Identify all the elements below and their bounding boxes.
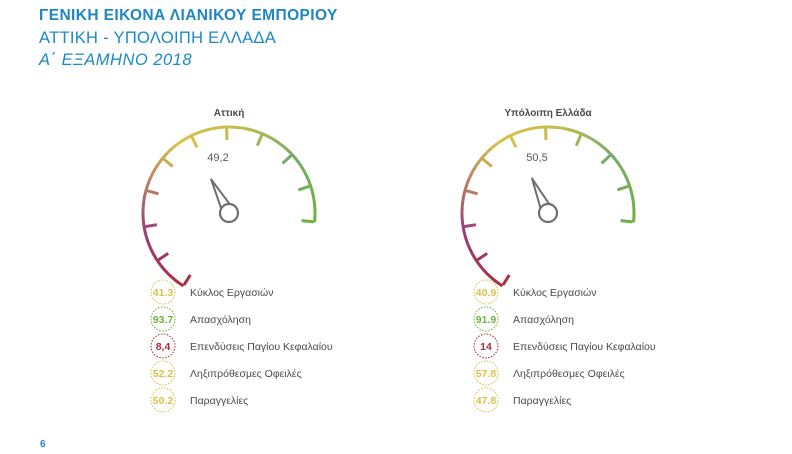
gauge-tick (600, 154, 612, 165)
indicator-value: 91.9 (476, 314, 497, 326)
gauge-tick (146, 189, 159, 196)
indicator-row: 14 Επενδύσεις Παγίου Κεφαλαίου (473, 333, 656, 359)
indicator-badge (473, 387, 499, 413)
indicator-badge (150, 360, 176, 386)
page-title: ΓΕΝΙΚΗ ΕΙΚΟΝΑ ΛΙΑΝΙΚΟΥ ΕΜΠΟΡΙΟΥ (39, 7, 338, 24)
indicator-badge (473, 360, 499, 386)
indicator-value: 52.2 (153, 368, 174, 380)
gauge-title: Υπόλοιπη Ελλάδα (504, 108, 592, 119)
gauge-hub (218, 202, 240, 224)
indicator-value: 40.9 (476, 287, 497, 299)
indicator-row: 8,4 Επενδύσεις Παγίου Κεφαλαίου (150, 333, 333, 359)
gauge-title: Αττική (214, 108, 245, 119)
gauge-arc (141, 125, 317, 288)
gauge-needle (531, 177, 555, 216)
gauge-tick (574, 134, 583, 147)
indicator-row: 47.8 Παραγγελίες (473, 387, 571, 413)
gauge-tick (255, 134, 264, 147)
indicator-label: Κύκλος Εργασιών (513, 287, 596, 299)
gauge-tick (182, 274, 192, 286)
indicator-row: 91.9 Απασχόληση (473, 306, 574, 332)
gauge-tick (501, 274, 511, 286)
indicator-value: 41.3 (153, 287, 174, 299)
gauge-tick (301, 219, 314, 224)
indicator-badge (150, 279, 176, 305)
page-subtitle: ΑΤΤΙΚΗ - ΥΠΟΛΟΙΠΗ ΕΛΛΑΔΑ (39, 29, 277, 47)
indicator-row: 52.2 Ληξιπρόθεσμες Οφειλές (150, 360, 302, 386)
gauge-tick (162, 157, 174, 168)
gauge-ypoloipi-ellada: Υπόλοιπη Ελλάδα 50,5 40.9 Κύκλος Εργασιών 91… (460, 108, 656, 413)
indicator-label: Ληξιπρόθεσμες Οφειλές (513, 368, 625, 380)
gauge-hub (537, 202, 559, 224)
gauge-arc (460, 125, 636, 288)
gauge-needle (210, 178, 236, 217)
indicator-label: Απασχόληση (513, 314, 574, 326)
indicator-label: Επενδύσεις Παγίου Κεφαλαίου (513, 341, 656, 353)
gauge-value: 50,5 (526, 152, 547, 164)
indicator-value: 47.8 (476, 395, 497, 407)
indicator-row: 40.9 Κύκλος Εργασιών (473, 279, 596, 305)
gauge-tick (190, 135, 199, 149)
indicator-badge (473, 306, 499, 332)
gauge-tick (616, 184, 630, 192)
gauge-tick (509, 135, 518, 149)
indicator-badge (150, 333, 176, 359)
gauge-tick (297, 184, 311, 192)
indicator-row: 41.3 Κύκλος Εργασιών (150, 279, 273, 305)
indicator-value: 57.8 (476, 368, 497, 380)
indicator-value: 14 (480, 341, 492, 353)
indicator-label: Παραγγελίες (190, 395, 248, 407)
gauge-tick (620, 219, 633, 224)
gauge-tick (476, 252, 489, 262)
indicator-label: Επενδύσεις Παγίου Κεφαλαίου (190, 341, 333, 353)
indicator-badge (473, 333, 499, 359)
indicator-badge (150, 306, 176, 332)
page-period: Α΄ ΕΞΑΜΗΝΟ 2018 (39, 51, 192, 69)
indicator-value: 50.2 (153, 395, 174, 407)
gauge-tick (481, 157, 493, 168)
indicator-row: 57.8 Ληξιπρόθεσμες Οφειλές (473, 360, 625, 386)
indicator-label: Κύκλος Εργασιών (190, 287, 273, 299)
indicator-badge (150, 387, 176, 413)
indicator-value: 93.7 (153, 314, 174, 326)
gauge-tick (157, 252, 170, 262)
indicator-value: 8,4 (156, 341, 171, 353)
indicator-label: Απασχόληση (190, 314, 251, 326)
gauge-tick (463, 223, 477, 229)
indicator-label: Παραγγελίες (513, 395, 571, 407)
page-number: 6 (40, 439, 46, 450)
indicator-row: 50.2 Παραγγελίες (150, 387, 248, 413)
gauge-attiki: Αττική 49,2 41.3 Κύκλος Εργασιών 93.7 Απασχόλ… (141, 108, 333, 413)
indicator-row: 93.7 Απασχόληση (150, 306, 251, 332)
gauge-tick (465, 189, 478, 196)
gauge-tick (281, 154, 293, 165)
gauge-value: 49,2 (207, 152, 228, 164)
indicator-label: Ληξιπρόθεσμες Οφειλές (190, 368, 302, 380)
gauge-tick (144, 223, 158, 229)
indicator-badge (473, 279, 499, 305)
